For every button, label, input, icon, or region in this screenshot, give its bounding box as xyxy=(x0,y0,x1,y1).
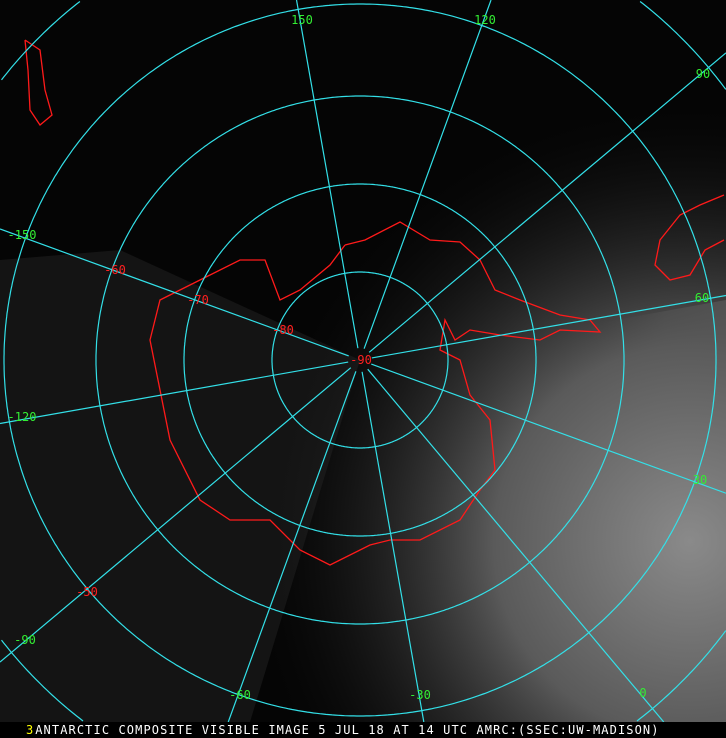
latitude-label: -80 xyxy=(272,323,294,337)
latitude-label: -70 xyxy=(187,293,209,307)
meridian-line xyxy=(363,0,492,349)
longitude-label: -150 xyxy=(8,228,37,242)
meridian-line xyxy=(367,368,665,722)
longitude-label: 150 xyxy=(291,13,313,27)
longitude-label: -30 xyxy=(409,688,431,702)
latitude-ring xyxy=(95,95,625,625)
longitude-label: 30 xyxy=(693,473,707,487)
image-caption: 3 ANTARCTIC COMPOSITE VISIBLE IMAGE 5 JU… xyxy=(0,722,726,738)
longitude-label: -60 xyxy=(229,688,251,702)
caption-marker: 3 xyxy=(26,723,34,737)
meridian-line xyxy=(368,52,726,353)
map-canvas: 150 120 90 60 30 0 -30 -60 -90 -120 -150 -90 -80 -70 -… xyxy=(0,0,726,722)
australia-coastline xyxy=(24,39,53,126)
latitude-ring xyxy=(271,271,449,449)
latitude-label: -60 xyxy=(104,263,126,277)
antarctica-coastline xyxy=(149,221,602,566)
longitude-label: -120 xyxy=(8,410,37,424)
latitude-ring xyxy=(183,183,537,537)
graticule xyxy=(0,0,726,722)
caption-text: ANTARCTIC COMPOSITE VISIBLE IMAGE 5 JUL … xyxy=(35,723,660,737)
longitude-label: 0 xyxy=(639,686,646,700)
meridian-line xyxy=(0,361,349,425)
south-america-coastline xyxy=(654,194,725,281)
latitude-ring xyxy=(1,1,726,722)
meridian-line xyxy=(361,371,425,722)
longitude-label: 120 xyxy=(474,13,496,27)
meridian-line xyxy=(0,367,352,663)
meridian-line xyxy=(371,363,726,494)
coastline xyxy=(24,39,725,566)
meridian-line xyxy=(371,294,726,359)
longitude-label: 60 xyxy=(695,291,709,305)
cloud-cover xyxy=(0,0,726,722)
longitude-label: -90 xyxy=(14,633,36,647)
latitude-label: -50 xyxy=(76,585,98,599)
meridian-line xyxy=(295,0,359,349)
meridian-line xyxy=(227,371,357,722)
latitude-ring xyxy=(3,3,717,717)
meridian-line xyxy=(0,228,349,357)
longitude-label: 90 xyxy=(696,67,710,81)
latitude-label: -90 xyxy=(350,353,372,367)
